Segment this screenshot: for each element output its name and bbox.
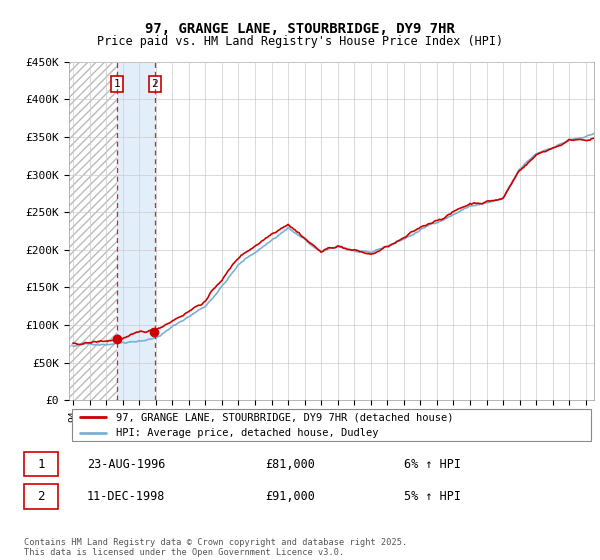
Text: Price paid vs. HM Land Registry's House Price Index (HPI): Price paid vs. HM Land Registry's House …	[97, 35, 503, 48]
Text: 2: 2	[152, 79, 158, 89]
Text: 1: 1	[113, 79, 120, 89]
Text: Contains HM Land Registry data © Crown copyright and database right 2025.
This d: Contains HM Land Registry data © Crown c…	[24, 538, 407, 557]
FancyBboxPatch shape	[24, 484, 58, 508]
Text: 5% ↑ HPI: 5% ↑ HPI	[404, 490, 461, 503]
Bar	[69, 62, 117, 400]
FancyBboxPatch shape	[71, 409, 592, 441]
Text: 97, GRANGE LANE, STOURBRIDGE, DY9 7HR: 97, GRANGE LANE, STOURBRIDGE, DY9 7HR	[145, 22, 455, 36]
Text: 11-DEC-1998: 11-DEC-1998	[87, 490, 166, 503]
Bar	[69, 62, 117, 400]
FancyBboxPatch shape	[24, 452, 58, 477]
Text: £91,000: £91,000	[266, 490, 316, 503]
Bar	[117, 62, 155, 400]
Text: £81,000: £81,000	[266, 458, 316, 470]
Text: 2: 2	[37, 490, 45, 503]
Text: 1: 1	[37, 458, 45, 470]
Text: 97, GRANGE LANE, STOURBRIDGE, DY9 7HR (detached house): 97, GRANGE LANE, STOURBRIDGE, DY9 7HR (d…	[116, 412, 454, 422]
Text: 6% ↑ HPI: 6% ↑ HPI	[404, 458, 461, 470]
Text: HPI: Average price, detached house, Dudley: HPI: Average price, detached house, Dudl…	[116, 428, 379, 438]
Text: 23-AUG-1996: 23-AUG-1996	[87, 458, 166, 470]
